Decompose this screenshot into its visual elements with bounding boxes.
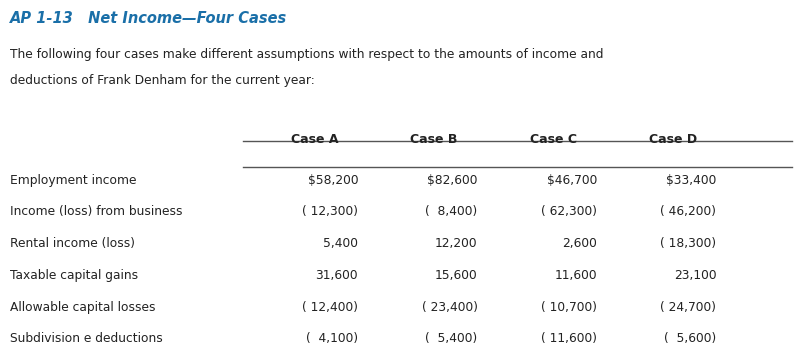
Text: (  4,100): ( 4,100)	[306, 333, 358, 345]
Text: ( 18,300): ( 18,300)	[660, 237, 716, 250]
Text: ( 46,200): ( 46,200)	[661, 205, 716, 218]
Text: ( 10,700): ( 10,700)	[541, 301, 597, 313]
Text: deductions of Frank Denham for the current year:: deductions of Frank Denham for the curre…	[10, 74, 315, 87]
Text: 11,600: 11,600	[554, 269, 597, 282]
Text: ( 11,600): ( 11,600)	[541, 333, 597, 345]
Text: Allowable capital losses: Allowable capital losses	[10, 301, 156, 313]
Text: ( 12,300): ( 12,300)	[302, 205, 358, 218]
Text: $58,200: $58,200	[307, 174, 358, 186]
Text: Subdivision e deductions: Subdivision e deductions	[10, 333, 163, 345]
Text: Case B: Case B	[410, 133, 458, 146]
Text: The following four cases make different assumptions with respect to the amounts : The following four cases make different …	[10, 48, 604, 61]
Text: 23,100: 23,100	[673, 269, 716, 282]
Text: ( 23,400): ( 23,400)	[422, 301, 478, 313]
Text: Rental income (loss): Rental income (loss)	[10, 237, 135, 250]
Text: ( 24,700): ( 24,700)	[661, 301, 716, 313]
Text: $46,700: $46,700	[547, 174, 597, 186]
Text: ( 62,300): ( 62,300)	[541, 205, 597, 218]
Text: ( 12,400): ( 12,400)	[302, 301, 358, 313]
Text: Taxable capital gains: Taxable capital gains	[10, 269, 139, 282]
Text: Case D: Case D	[649, 133, 696, 146]
Text: (  8,400): ( 8,400)	[425, 205, 478, 218]
Text: 31,600: 31,600	[315, 269, 358, 282]
Text: Employment income: Employment income	[10, 174, 137, 186]
Text: $33,400: $33,400	[666, 174, 716, 186]
Text: $82,600: $82,600	[427, 174, 478, 186]
Text: Income (loss) from business: Income (loss) from business	[10, 205, 183, 218]
Text: Case C: Case C	[529, 133, 577, 146]
Text: (  5,600): ( 5,600)	[664, 333, 716, 345]
Text: 12,200: 12,200	[435, 237, 478, 250]
Text: 2,600: 2,600	[562, 237, 597, 250]
Text: (  5,400): ( 5,400)	[425, 333, 478, 345]
Text: Case A: Case A	[291, 133, 338, 146]
Text: 5,400: 5,400	[323, 237, 358, 250]
Text: AP 1-13   Net Income—Four Cases: AP 1-13 Net Income—Four Cases	[10, 11, 287, 25]
Text: 15,600: 15,600	[435, 269, 478, 282]
